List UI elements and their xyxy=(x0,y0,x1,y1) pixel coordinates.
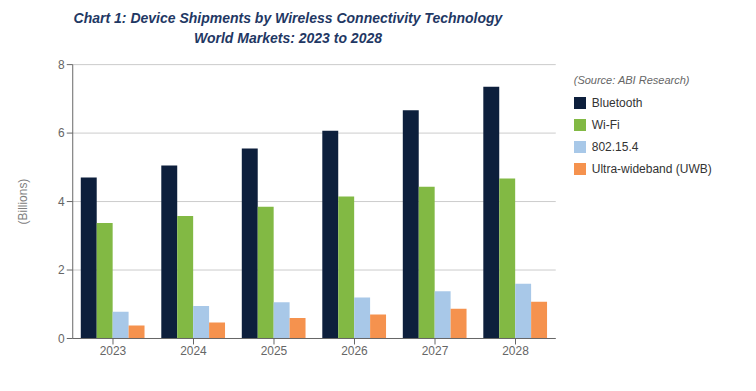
svg-text:8: 8 xyxy=(58,58,65,72)
html-text:Ultra-wideband (UWB): Ultra-wideband (UWB) xyxy=(591,162,712,176)
html-text:World Markets: 2023 to 2028: World Markets: 2023 to 2028 xyxy=(194,30,382,46)
svg-text:2023: 2023 xyxy=(100,344,127,358)
html-text:Bluetooth: Bluetooth xyxy=(591,96,643,110)
html-text:Chart 1: Device Shipments by W: Chart 1: Device Shipments by Wireless Co… xyxy=(73,10,503,26)
svg-text:0: 0 xyxy=(58,332,65,346)
svg-text:2025: 2025 xyxy=(261,344,288,358)
html-text:Wi-Fi: Wi-Fi xyxy=(591,118,620,132)
svg-text:2: 2 xyxy=(58,263,65,277)
svg-text:4: 4 xyxy=(58,195,65,209)
html-text:(Source: ABI Research): (Source: ABI Research) xyxy=(573,74,690,86)
svg-text:2024: 2024 xyxy=(180,344,207,358)
svg-text:(Billions): (Billions) xyxy=(16,179,30,225)
svg-text:6: 6 xyxy=(58,126,65,140)
svg-text:2026: 2026 xyxy=(341,344,368,358)
html-text:802.15.4: 802.15.4 xyxy=(591,140,639,154)
svg-text:2028: 2028 xyxy=(502,344,529,358)
svg-text:2027: 2027 xyxy=(422,344,449,358)
